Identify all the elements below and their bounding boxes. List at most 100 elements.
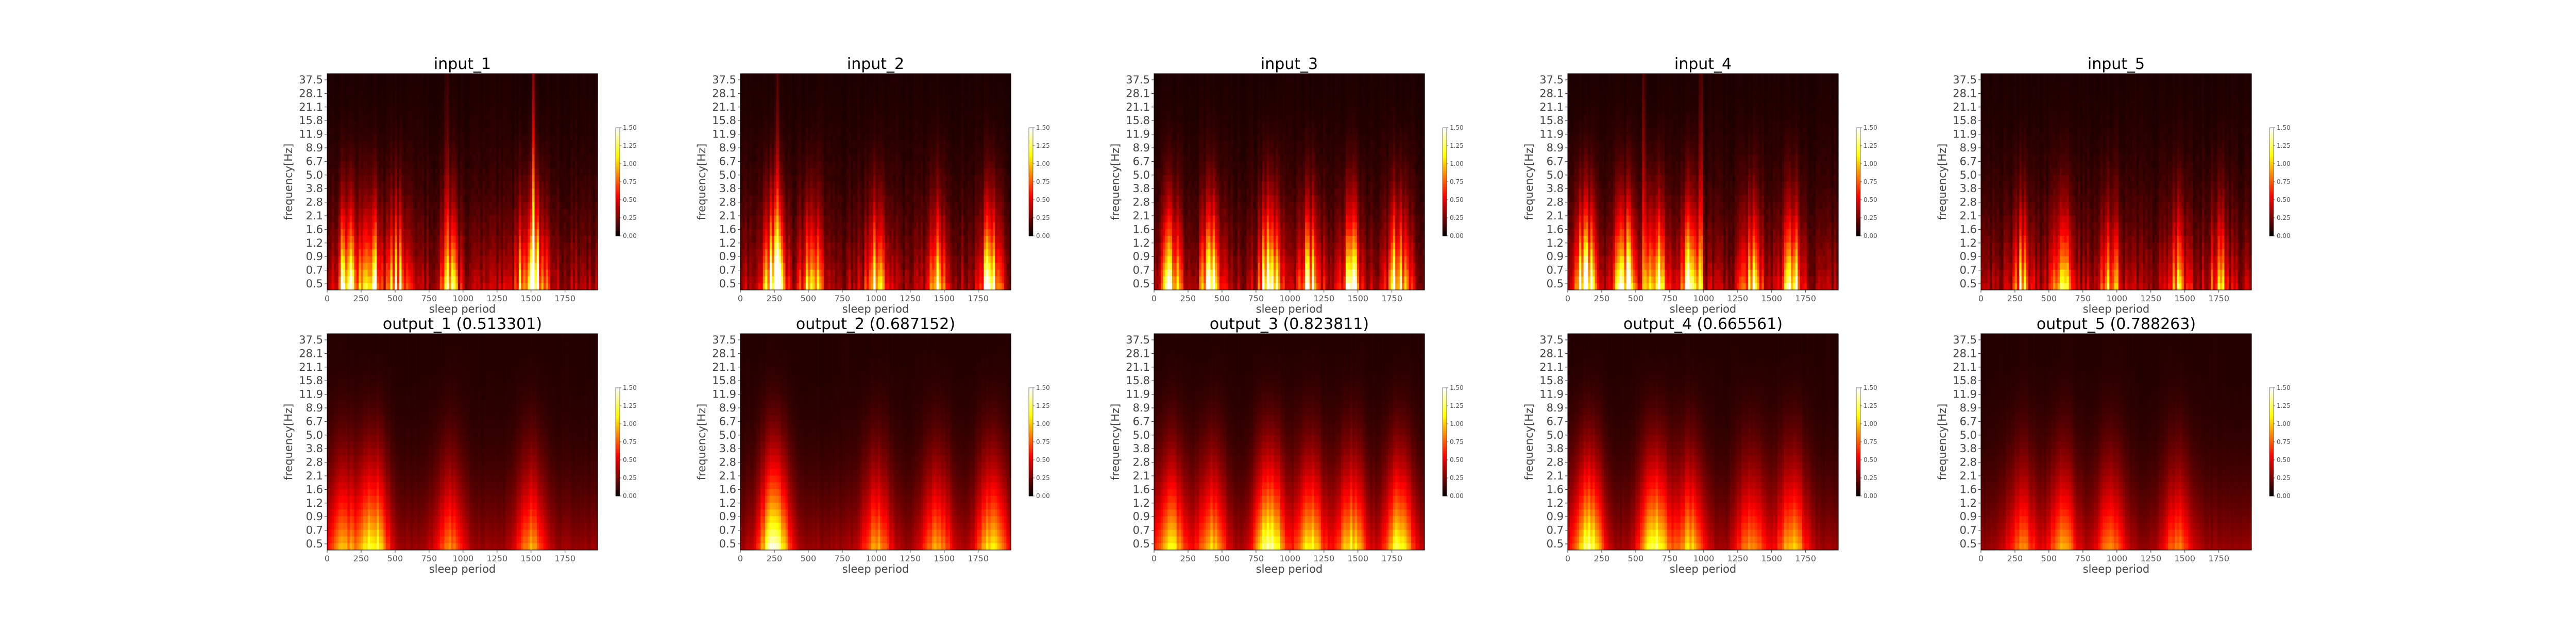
heatmap-cell: [512, 202, 515, 210]
heatmap-cell: [590, 74, 594, 81]
heatmap-cell: [975, 94, 977, 101]
heatmap-cell: [372, 107, 375, 115]
heatmap-cell: [767, 74, 770, 81]
heatmap-cell: [772, 74, 775, 81]
heatmap-cell: [828, 121, 831, 128]
heatmap-cell: [582, 182, 585, 189]
colorbar-swatch: [616, 183, 620, 186]
heatmap-cell: [593, 209, 596, 216]
heatmap-cell: [518, 195, 521, 202]
heatmap-cell: [831, 128, 833, 135]
heatmap-cell: [557, 236, 560, 243]
heatmap-cell: [410, 188, 413, 196]
heatmap-cell: [415, 80, 418, 88]
heatmap-cell: [424, 229, 427, 236]
heatmap-cell: [819, 114, 822, 122]
heatmap-cell: [754, 100, 757, 108]
heatmap-cell: [343, 74, 346, 81]
heatmap-cell: [453, 188, 456, 196]
heatmap-cell: [431, 148, 434, 156]
heatmap-cell: [548, 195, 551, 202]
heatmap-cell: [473, 195, 477, 202]
heatmap-cell: [544, 161, 546, 169]
heatmap-cell: [451, 269, 454, 277]
heatmap-cell: [559, 134, 562, 142]
heatmap-cell: [546, 283, 549, 290]
heatmap-cell: [453, 80, 456, 88]
heatmap-cell: [397, 128, 400, 135]
heatmap-cell: [893, 87, 896, 94]
heatmap-cell: [572, 161, 575, 169]
heatmap-cell: [336, 256, 339, 264]
heatmap-cell: [552, 243, 555, 250]
heatmap-cell: [431, 128, 434, 135]
heatmap-cell: [880, 80, 883, 88]
heatmap-cell: [588, 175, 591, 182]
heatmap-cell: [548, 141, 551, 148]
heatmap-cell: [584, 236, 587, 243]
heatmap-cell: [590, 87, 594, 94]
heatmap-cell: [762, 94, 766, 101]
heatmap-cell: [568, 236, 571, 243]
heatmap-cell: [385, 236, 388, 243]
heatmap-cell: [417, 80, 420, 88]
heatmap-cell: [482, 256, 485, 264]
heatmap-cell: [334, 249, 337, 256]
heatmap-cell: [595, 87, 598, 94]
heatmap-cell: [487, 100, 490, 108]
heatmap-cell: [403, 256, 406, 264]
heatmap-cell: [595, 107, 598, 115]
heatmap-cell: [370, 215, 373, 223]
heatmap-cell: [476, 168, 479, 176]
heatmap-cell: [485, 94, 488, 101]
heatmap-cell: [415, 229, 418, 236]
heatmap-cell: [548, 236, 551, 243]
heatmap-cell: [492, 175, 495, 182]
heatmap-cell: [503, 134, 506, 142]
heatmap-cell: [336, 243, 339, 250]
heatmap-cell: [356, 74, 359, 81]
heatmap-cell: [916, 74, 919, 81]
heatmap-cell: [372, 215, 375, 223]
heatmap-cell: [507, 121, 510, 128]
heatmap-cell: [882, 128, 885, 135]
heatmap-cell: [562, 80, 564, 88]
heatmap-cell: [336, 121, 339, 128]
heatmap-cell: [740, 74, 743, 81]
heatmap-cell: [464, 195, 467, 202]
heatmap-cell: [999, 114, 1003, 122]
heatmap-cell: [562, 202, 564, 210]
heatmap-cell: [487, 229, 490, 236]
heatmap-cell: [530, 236, 533, 243]
heatmap-cell: [898, 107, 901, 115]
heatmap-cell: [826, 114, 829, 122]
heatmap-cell: [580, 134, 582, 142]
heatmap-cell: [426, 134, 429, 142]
heatmap-cell: [345, 222, 348, 230]
heatmap-cell: [385, 269, 388, 277]
heatmap-cell: [341, 182, 344, 189]
heatmap-cell: [433, 222, 436, 230]
heatmap-cell: [990, 74, 993, 81]
heatmap-cell: [562, 107, 564, 115]
heatmap-cell: [415, 276, 418, 284]
heatmap-cell: [377, 148, 380, 156]
heatmap-cell: [485, 121, 488, 128]
heatmap-cell: [435, 283, 438, 290]
heatmap-cell: [329, 168, 332, 176]
heatmap-cell: [552, 154, 555, 162]
heatmap-cell: [846, 100, 849, 108]
heatmap-cell: [363, 107, 366, 115]
heatmap-cell: [929, 107, 933, 115]
heatmap-cell: [349, 283, 352, 290]
heatmap-cell: [790, 128, 793, 135]
heatmap-cell: [460, 80, 463, 88]
heatmap-cell: [794, 94, 797, 101]
heatmap-cell: [327, 141, 330, 148]
heatmap-cell: [921, 114, 923, 122]
heatmap-cell: [588, 182, 591, 189]
heatmap-cell: [523, 283, 526, 290]
heatmap-cell: [534, 236, 537, 243]
heatmap-cell: [810, 94, 813, 101]
heatmap-cell: [349, 94, 352, 101]
